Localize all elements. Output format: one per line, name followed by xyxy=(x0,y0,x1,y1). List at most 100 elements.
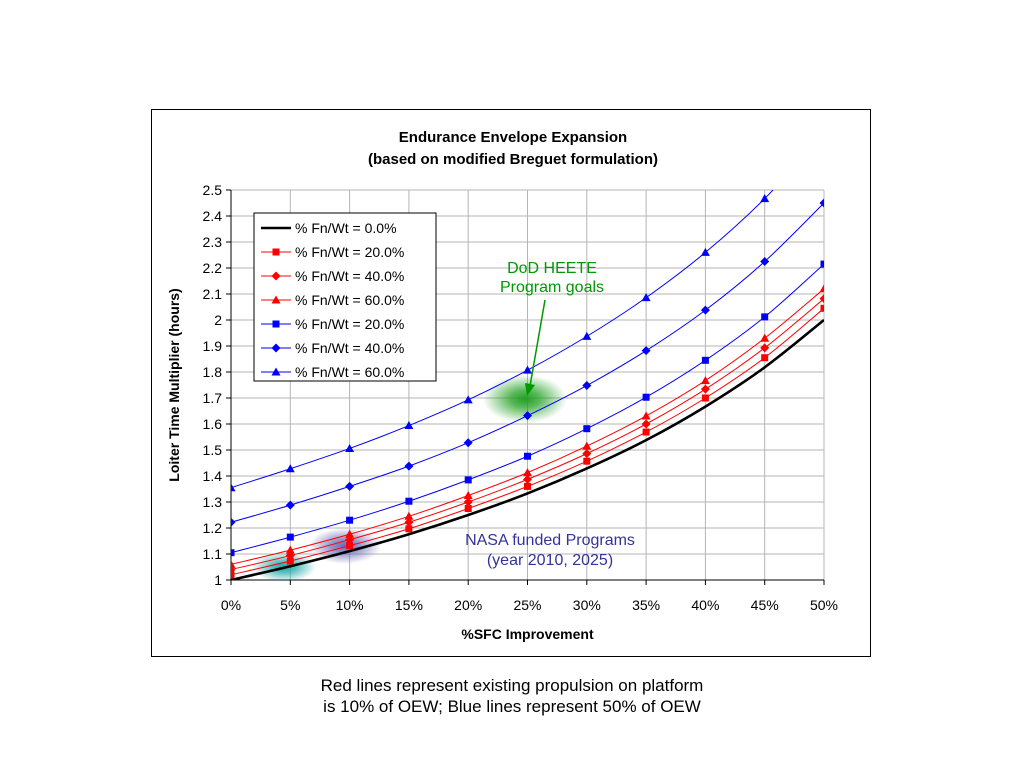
series-line xyxy=(231,307,824,576)
data-point xyxy=(285,500,295,510)
data-point xyxy=(463,438,473,448)
x-tick-label: 5% xyxy=(280,597,300,613)
data-point xyxy=(404,511,414,520)
data-point xyxy=(582,381,592,391)
data-point xyxy=(286,533,294,541)
legend-swatch-marker xyxy=(272,248,280,256)
legend-label: % Fn/Wt = 40.0% xyxy=(295,340,404,356)
legend-label: % Fn/Wt = 20.0% xyxy=(295,244,404,260)
data-point xyxy=(700,305,710,315)
legend-label: % Fn/Wt = 0.0% xyxy=(295,220,397,236)
data-point xyxy=(820,260,824,268)
data-point xyxy=(701,394,709,402)
y-tick-label: 1.1 xyxy=(203,546,223,562)
legend-item: % Fn/Wt = 40.0% xyxy=(261,268,404,284)
legend-label: % Fn/Wt = 20.0% xyxy=(295,316,404,332)
data-point xyxy=(524,452,531,460)
data-point xyxy=(464,505,472,512)
data-point xyxy=(760,343,770,353)
y-tick-label: 1.2 xyxy=(203,520,223,536)
data-point xyxy=(463,497,473,507)
caption: Red lines represent existing propulsion … xyxy=(0,675,1024,717)
highlight-glows xyxy=(252,375,567,582)
legend-label: % Fn/Wt = 60.0% xyxy=(295,364,404,380)
legend-item: % Fn/Wt = 0.0% xyxy=(261,220,397,236)
y-tick-label: 1 xyxy=(214,572,222,588)
data-point xyxy=(820,130,829,138)
series-line xyxy=(231,202,824,523)
data-point xyxy=(820,304,824,312)
legend: % Fn/Wt = 0.0% % Fn/Wt = 20.0% % Fn/Wt = 4… xyxy=(253,212,437,382)
legend-label: % Fn/Wt = 40.0% xyxy=(295,268,404,284)
data-point xyxy=(345,529,355,538)
data-point xyxy=(405,497,413,505)
y-tick-label: 2.3 xyxy=(203,234,223,250)
data-point xyxy=(285,545,295,554)
series-layer xyxy=(231,130,829,580)
legend-swatch-marker xyxy=(271,367,281,376)
y-tick-label: 2 xyxy=(214,312,222,328)
data-point xyxy=(345,481,355,491)
x-tick-label: 45% xyxy=(751,597,779,613)
series-5 xyxy=(231,198,824,527)
dod-goal-glow xyxy=(483,375,567,423)
data-point xyxy=(700,247,710,256)
data-point xyxy=(523,474,532,484)
data-point xyxy=(523,468,532,477)
data-point xyxy=(582,441,592,450)
data-point xyxy=(819,198,824,208)
series-0 xyxy=(231,318,824,580)
y-tick-label: 1.6 xyxy=(203,416,223,432)
x-axis-label: %SFC Improvement xyxy=(461,626,594,642)
chart-subtitle: (based on modified Breguet formulation) xyxy=(368,151,658,168)
chart-frame: Endurance Envelope Expansion (based on mo… xyxy=(151,109,871,657)
data-point xyxy=(523,411,532,421)
caption-line-1: Red lines represent existing propulsion … xyxy=(320,676,704,695)
series-4 xyxy=(231,260,824,557)
data-point xyxy=(231,549,235,557)
data-point xyxy=(404,421,414,430)
data-point xyxy=(524,482,531,490)
data-point xyxy=(583,457,591,465)
data-point xyxy=(760,333,770,342)
data-point xyxy=(761,354,769,362)
data-point xyxy=(405,525,413,533)
y-tick-label: 1.3 xyxy=(203,494,223,510)
data-point xyxy=(346,516,354,524)
x-tick-label: 20% xyxy=(454,597,482,613)
y-tick-label: 1.9 xyxy=(203,338,223,354)
x-tick-label: 0% xyxy=(221,597,241,613)
y-axis-label: Loiter Time Multiplier (hours) xyxy=(166,288,182,481)
series-line xyxy=(231,298,824,571)
dod-arrow-head xyxy=(525,383,535,396)
caption-line-2: is 10% of OEW; Blue lines represent 50% … xyxy=(323,697,701,716)
data-point xyxy=(819,294,824,304)
x-tick-label: 50% xyxy=(810,597,838,613)
legend-item: % Fn/Wt = 60.0% xyxy=(261,292,404,308)
legend-item: % Fn/Wt = 20.0% xyxy=(261,244,404,260)
data-point xyxy=(523,365,532,374)
legend-swatch-marker xyxy=(271,295,281,304)
data-point xyxy=(231,571,235,579)
x-tick-label: 15% xyxy=(395,597,423,613)
legend-swatch-marker xyxy=(272,320,280,328)
nasa-annotation: NASA funded Programs (year 2010, 2025) xyxy=(465,532,635,569)
dod-annotation-line-2: Program goals xyxy=(500,279,604,296)
data-point xyxy=(819,284,824,293)
y-tick-label: 1.7 xyxy=(203,390,223,406)
x-tick-label: 10% xyxy=(336,597,364,613)
nasa-annotation-line-2: (year 2010, 2025) xyxy=(487,552,613,569)
data-point xyxy=(641,346,651,356)
data-point xyxy=(761,313,769,321)
data-point xyxy=(582,449,592,459)
data-point xyxy=(582,331,592,340)
dod-annotation-line-1: DoD HEETE xyxy=(507,260,597,277)
data-point xyxy=(760,194,770,203)
dod-arrow-shaft xyxy=(529,299,546,387)
data-point xyxy=(231,483,236,492)
x-tick-label: 40% xyxy=(691,597,719,613)
data-point xyxy=(345,443,355,452)
nasa-2025-glow xyxy=(309,528,381,564)
data-point xyxy=(404,517,414,527)
legend-item: % Fn/Wt = 20.0% xyxy=(261,316,404,332)
